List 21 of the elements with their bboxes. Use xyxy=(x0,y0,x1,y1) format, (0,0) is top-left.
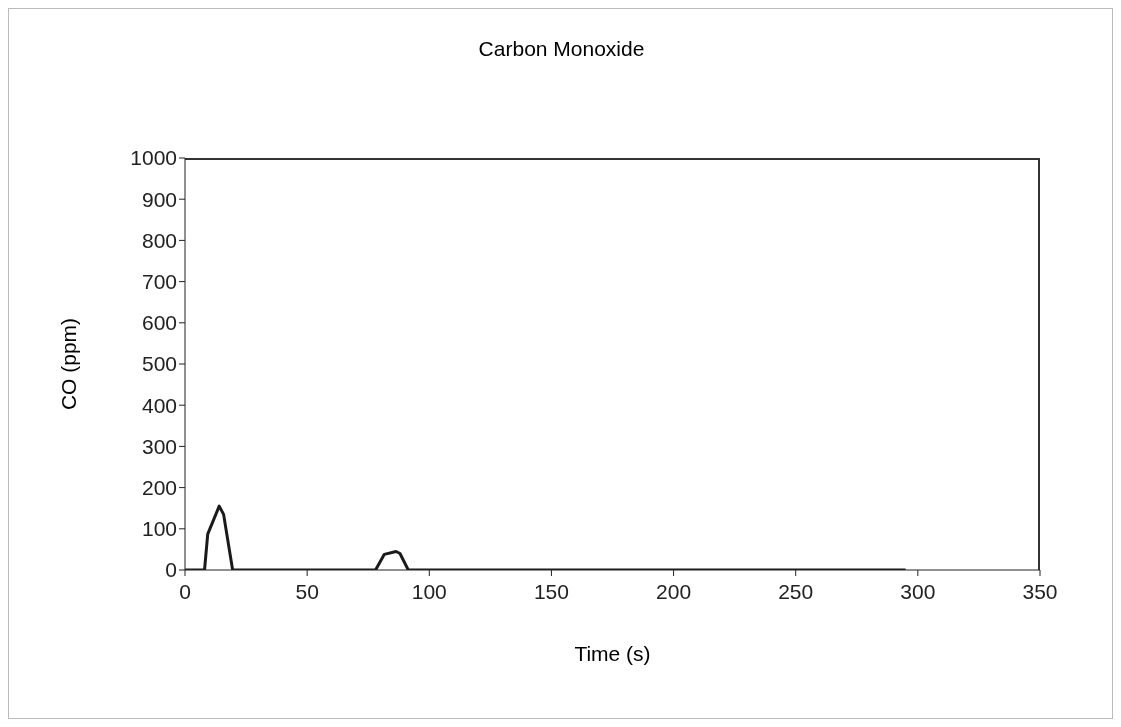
y-tick-label: 500 xyxy=(141,352,177,376)
x-tick-label: 100 xyxy=(411,579,447,603)
y-tick-label: 600 xyxy=(141,311,177,335)
y-tick-label: 0 xyxy=(165,558,177,582)
y-tick-label: 300 xyxy=(141,434,177,458)
x-tick-label: 250 xyxy=(778,579,814,603)
chart-title: Carbon Monoxide xyxy=(477,37,646,61)
y-axis-title: CO (ppm) xyxy=(57,317,81,411)
x-axis-title: Time (s) xyxy=(573,642,652,666)
x-tick-label: 350 xyxy=(1022,579,1058,603)
y-tick-label: 400 xyxy=(141,393,177,417)
y-tick-label: 800 xyxy=(141,228,177,252)
y-tick-label: 700 xyxy=(141,270,177,294)
y-tick-label: 1000 xyxy=(130,146,177,170)
x-tick-label: 200 xyxy=(656,579,692,603)
y-tick-label: 200 xyxy=(141,476,177,500)
y-tick-label: 100 xyxy=(141,517,177,541)
x-tick-label: 300 xyxy=(900,579,936,603)
x-tick-label: 50 xyxy=(295,579,319,603)
x-tick-label: 150 xyxy=(533,579,569,603)
y-tick-label: 900 xyxy=(141,187,177,211)
